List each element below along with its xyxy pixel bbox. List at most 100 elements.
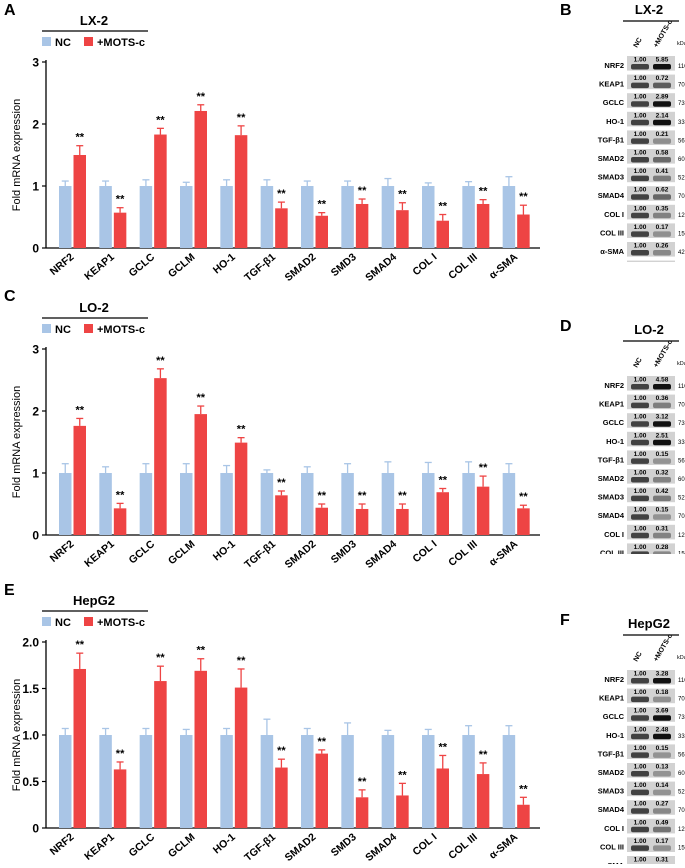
bar-nc-tgf-b1 — [260, 735, 274, 828]
blot-protein-gclc: GCLC — [603, 418, 625, 427]
blot-value-smad3-nc: 1.00 — [634, 782, 647, 789]
blot-protein-col-i: COL I — [604, 824, 624, 833]
blot-strip-gapdh — [627, 260, 675, 262]
y-tick-label: 0.5 — [22, 775, 39, 789]
blot-band-ho-1-mots-c — [653, 119, 671, 126]
blot-value-keap1-nc: 1.00 — [634, 689, 647, 696]
blot-protein-nrf2: NRF2 — [604, 381, 624, 390]
blot-kda-smad4: 70 — [678, 194, 685, 200]
bar-mots-c-col-iii — [476, 486, 490, 535]
blot-band-smad4-mots-c — [653, 194, 671, 200]
blot-band-keap1-nc — [631, 402, 649, 409]
bar-nc-nrf2 — [59, 186, 72, 248]
blot-value-smad4-nc: 1.00 — [634, 187, 647, 194]
blot-value-keap1-nc: 1.00 — [634, 395, 647, 402]
chart-lx2-svg: LX-2 NC +MOTS-c 0 1 2 3 Fold mRNA expression ** N… — [11, 13, 540, 284]
blot-protein-ho-1: HO-1 — [606, 437, 624, 446]
blot-value-smad2-nc: 1.00 — [634, 470, 647, 477]
legend-swatch-nc — [42, 617, 51, 626]
bar-mots-c-col-i — [436, 220, 449, 248]
blot-band-smad3-mots-c — [653, 789, 671, 796]
blot-value-ho-1-mots-c: 2.14 — [656, 112, 669, 119]
significance-a-sma: ** — [519, 491, 528, 503]
x-tick-label-smad2: SMAD2 — [283, 538, 319, 571]
bar-mots-c-ho-1 — [234, 687, 248, 828]
bar-mots-c-gclm — [194, 670, 207, 828]
blot-kda-ho-1: 33 — [678, 440, 685, 446]
blot-protein-smad4: SMAD4 — [598, 511, 625, 520]
legend-swatch-mots-c — [84, 37, 93, 46]
bar-mots-c-smad2 — [315, 753, 328, 828]
x-tick-label-gclc: GCLC — [127, 538, 158, 567]
significance-keap1: ** — [116, 489, 125, 501]
bar-nc-gclm — [180, 186, 193, 248]
blot-title: LX-2 — [635, 2, 663, 17]
significance-a-sma: ** — [519, 191, 528, 203]
y-tick-label: 1 — [32, 180, 39, 194]
significance-col-iii: ** — [479, 186, 488, 198]
blot-value-col-i-nc: 1.00 — [634, 525, 647, 532]
blot-band-tgf-b1-nc — [631, 138, 649, 144]
y-tick-label: 1.5 — [22, 682, 39, 696]
blot-protein-col-iii: COL III — [600, 842, 624, 851]
lane-label-mots-c: +MOTS-c — [653, 339, 674, 369]
bar-nc-smad4 — [381, 735, 395, 828]
blot-band-smad2-mots-c — [653, 477, 671, 483]
blot-band-gclc-nc — [631, 715, 649, 721]
blot-band-col-iii-mots-c — [653, 231, 671, 237]
blot-kda-gclc: 73 — [678, 101, 685, 107]
blot-protein-smad2: SMAD2 — [598, 154, 624, 163]
blot-band-smad2-nc — [631, 477, 649, 483]
western-blot-lo2-svg: LO-2 NC +MOTS-ckDa 1.00 4.58 NRF2 110 1.00 0.36 K… — [598, 322, 685, 554]
blot-protein-smad4: SMAD4 — [598, 805, 625, 814]
bar-mots-c-gclc — [154, 378, 167, 535]
chart-title: HepG2 — [73, 593, 115, 608]
legend-swatch-mots-c — [84, 324, 93, 333]
x-tick-label-keap1: KEAP1 — [82, 251, 117, 283]
bar-mots-c-nrf2 — [73, 155, 86, 248]
bar-mots-c-smad4 — [396, 795, 409, 828]
panel-letter-d: D — [560, 318, 572, 335]
y-tick-label: 0 — [32, 822, 39, 836]
bar-nc-gclc — [139, 186, 153, 248]
blot-kda-smad2: 60 — [678, 771, 685, 777]
blot-band-col-i-mots-c — [653, 212, 671, 219]
blot-value-nrf2-mots-c: 3.28 — [656, 671, 669, 678]
legend-swatch-mots-c — [84, 617, 93, 626]
blot-band-col-i-mots-c — [653, 826, 671, 833]
blot-band-smad4-nc — [631, 808, 649, 814]
legend-swatch-nc — [42, 37, 51, 46]
bar-mots-c-col-iii — [476, 203, 490, 248]
blot-band-ho-1-nc — [631, 439, 649, 446]
significance-ho-1: ** — [237, 655, 246, 667]
blot-band-ho-1-nc — [631, 119, 649, 126]
blot-value-tgf-b1-mots-c: 0.15 — [656, 451, 669, 458]
bar-nc-tgf-b1 — [260, 473, 274, 535]
blot-value-col-i-mots-c: 0.31 — [656, 525, 669, 532]
x-tick-label-nrf2: NRF2 — [48, 831, 77, 858]
bar-mots-c-gclc — [154, 134, 167, 248]
bar-nc-smad2 — [301, 186, 314, 248]
bar-mots-c-col-i — [436, 492, 449, 535]
blot-protein-gclc: GCLC — [603, 98, 625, 107]
significance-smad4: ** — [398, 769, 407, 781]
blot-band-smad4-nc — [631, 194, 649, 200]
significance-smad4: ** — [398, 490, 407, 502]
blot-band-smad3-nc — [631, 175, 649, 182]
blot-band-nrf2-nc — [631, 384, 649, 390]
significance-gclc: ** — [156, 355, 165, 367]
lane-label-nc: NC — [633, 357, 644, 369]
blot-protein-tgf-b1: TGF-β1 — [598, 135, 624, 144]
x-tick-label-keap1: KEAP1 — [82, 831, 117, 863]
x-tick-label-tgf-b1: TGF-β1 — [242, 538, 278, 571]
blot-value-ho-1-mots-c: 2.51 — [656, 432, 669, 439]
blot-kda-keap1: 70 — [678, 697, 685, 703]
blot-band-col-i-nc — [631, 212, 649, 219]
blot-value-a-sma-nc: 1.00 — [634, 857, 647, 864]
blot-protein-a-sma: α-SMA — [600, 247, 624, 256]
blot-band-col-iii-nc — [631, 551, 649, 554]
blot-value-smad4-mots-c: 0.27 — [656, 801, 669, 808]
blot-band-smad4-mots-c — [653, 808, 671, 814]
y-tick-label: 3 — [32, 56, 39, 70]
